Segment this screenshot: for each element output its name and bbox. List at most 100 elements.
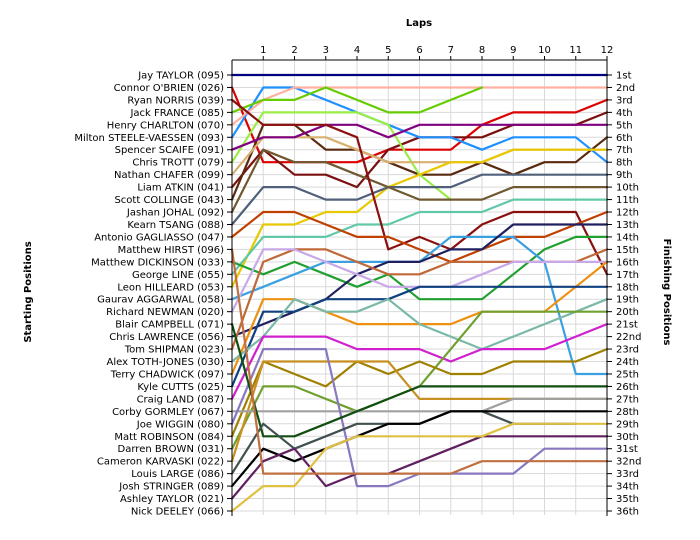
series-line-start-17	[230, 198, 609, 276]
starting-name-label: Spencer SCAIFE (091)	[115, 145, 224, 156]
series-line-start-5	[230, 86, 609, 126]
series-line-start-14	[230, 210, 609, 263]
starting-name-label: Jashan JOHAL (092)	[126, 208, 224, 219]
starting-name-label: Alex TOTH-JONES (030)	[107, 357, 225, 368]
finishing-position-label: 5th	[616, 120, 633, 131]
starting-name-label: Liam ATKIN (041)	[137, 183, 224, 194]
starting-name-label: Corby GORMLEY (067)	[112, 407, 224, 418]
series-line-start-21	[230, 323, 609, 438]
finishing-position-label: 34th	[616, 482, 639, 493]
x-tick-label-3: 3	[323, 45, 329, 56]
x-tick-label-2: 2	[291, 45, 297, 56]
starting-name-label: Matthew HIRST (096)	[118, 245, 224, 256]
finishing-position-label: 3rd	[616, 95, 633, 106]
series-line-start-18	[230, 148, 609, 288]
series-line-start-7	[230, 123, 609, 151]
x-tick-label-12: 12	[601, 45, 614, 56]
x-tick-label-11: 11	[569, 45, 582, 56]
x-tick-label-10: 10	[538, 45, 551, 56]
starting-name-label: Jay TAYLOR (095)	[137, 71, 224, 82]
finishing-position-label: 33rd	[616, 469, 639, 480]
finishing-position-label: 29th	[616, 419, 639, 430]
finishing-position-label: 20th	[616, 307, 639, 318]
series-line-start-26	[230, 285, 609, 388]
finishing-position-label: 7th	[616, 145, 633, 156]
series-line-start-4	[230, 86, 484, 114]
series-line-start-27	[230, 323, 609, 400]
starting-name-label: Kearn TSANG (088)	[127, 220, 224, 231]
starting-name-label: Milton STEELE-VAESSEN (093)	[74, 133, 224, 144]
x-tick-label-7: 7	[448, 45, 454, 56]
x-tick-label-5: 5	[385, 45, 391, 56]
finishing-position-label: 16th	[616, 257, 639, 268]
x-tick-label-1: 1	[260, 45, 266, 56]
starting-name-label: Louis LARGE (086)	[131, 469, 224, 480]
finishing-position-label: 31st	[616, 444, 638, 455]
starting-name-label: Jack FRANCE (085)	[129, 108, 224, 119]
starting-name-label: Chris LAWRENCE (056)	[109, 332, 224, 343]
starting-name-label: Ryan NORRIS (039)	[127, 95, 224, 106]
starting-name-label: Darren BROWN (031)	[118, 444, 225, 455]
finishing-position-label: 13th	[616, 220, 639, 231]
x-tick-label-8: 8	[479, 45, 485, 56]
finishing-position-label: 17th	[616, 270, 639, 281]
x-tick-label-9: 9	[510, 45, 516, 56]
finishing-position-label: 2nd	[616, 83, 635, 94]
finishing-position-label: 14th	[616, 232, 639, 243]
starting-name-label: Chris TROTT (079)	[132, 158, 224, 169]
series-line-start-16	[230, 235, 609, 301]
starting-name-label: Gaurav AGGARWAL (058)	[97, 295, 224, 306]
starting-name-label: Blair CAMPBELL (071)	[115, 320, 224, 331]
finishing-position-label: 1st	[616, 71, 632, 82]
starting-name-label: Craig LAND (087)	[137, 394, 225, 405]
finishing-position-label: 9th	[616, 170, 633, 181]
starting-name-label: George LINE (055)	[132, 270, 224, 281]
series-line-start-13	[230, 173, 609, 226]
series-line-start-12	[230, 148, 609, 214]
finishing-position-label: 18th	[616, 282, 639, 293]
starting-name-label: Josh STRINGER (089)	[118, 482, 224, 493]
finishing-position-label: 19th	[616, 295, 639, 306]
starting-name-label: Richard NEWMAN (020)	[106, 307, 224, 318]
right-axis-title: Finishing Positions	[661, 239, 672, 346]
finishing-position-label: 25th	[616, 369, 639, 380]
starting-name-label: Leon HILLEARD (053)	[117, 282, 224, 293]
finishing-position-label: 35th	[616, 494, 639, 505]
starting-name-label: Nick DEELEY (066)	[131, 507, 224, 518]
finishing-position-label: 8th	[616, 158, 633, 169]
series-line-start-15	[230, 248, 609, 475]
finishing-position-label: 6th	[616, 133, 633, 144]
finishing-position-label: 26th	[616, 382, 639, 393]
series-line-start-35	[230, 435, 609, 500]
left-axis-title: Starting Positions	[23, 241, 34, 342]
series-line-start-34	[230, 410, 609, 488]
starting-name-label: Tom SHIPMAN (023)	[124, 345, 224, 356]
starting-name-label: Scott COLLINGE (043)	[114, 195, 224, 206]
starting-name-label: Connor O'BRIEN (026)	[114, 83, 225, 94]
series-line-start-8	[230, 111, 452, 201]
series-line-start-3	[230, 98, 609, 276]
series-lines	[230, 73, 609, 513]
x-tick-label-4: 4	[354, 45, 360, 56]
finishing-position-label: 24th	[616, 357, 639, 368]
finishing-position-label: 27th	[616, 394, 639, 405]
finishing-position-label: 15th	[616, 245, 639, 256]
starting-name-label: Ashley TAYLOR (021)	[120, 494, 224, 505]
finishing-position-label: 11th	[616, 195, 639, 206]
finishing-position-label: 21st	[616, 320, 638, 331]
starting-name-label: Cameron KARVASKI (022)	[97, 457, 224, 468]
starting-name-label: Antonio GAGLIASSO (047)	[94, 232, 224, 243]
series-line-start-36	[230, 422, 609, 513]
starting-name-label: Nathan CHAFER (099)	[114, 170, 224, 181]
starting-name-label: Matthew DICKINSON (033)	[91, 257, 224, 268]
x-tick-label-6: 6	[416, 45, 422, 56]
finishing-position-label: 36th	[616, 507, 639, 518]
series-line-start-24	[230, 298, 609, 363]
starting-name-label: Terry CHADWICK (097)	[110, 369, 224, 380]
finishing-position-label: 4th	[616, 108, 633, 119]
finishing-position-label: 22nd	[616, 332, 641, 343]
finishing-position-label: 28th	[616, 407, 639, 418]
